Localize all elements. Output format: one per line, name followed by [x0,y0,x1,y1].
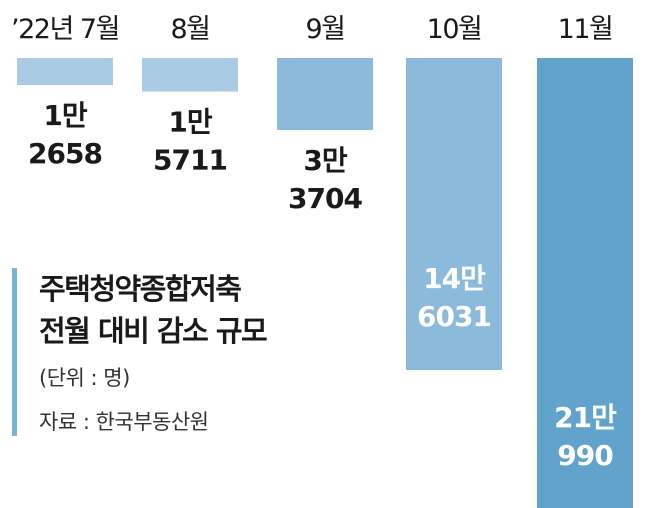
category-label: ’22년 7월 [11,14,119,45]
source-label: 자료 : 한국부동산원 [39,410,209,434]
chart-title-line-2: 전월 대비 감소 규모 [39,314,268,348]
value-label: 6031 [417,300,491,333]
value-label: 21만 [554,401,617,434]
category-label: 10월 [427,14,482,45]
value-label: 14만 [423,262,486,295]
value-label: 3만 [303,144,347,177]
bar [142,58,238,92]
bar [17,58,113,86]
bar [406,58,502,371]
value-label: 990 [557,439,613,472]
category-label: 11월 [558,14,613,45]
chart-legend-box: 주택청약종합저축 전월 대비 감소 규모 (단위 : 명) 자료 : 한국부동산… [12,268,268,436]
chart-title-line-1: 주택청약종합저축 [39,272,242,306]
bar [537,58,633,508]
value-label: 3704 [288,182,362,215]
value-label: 1만 [168,106,212,139]
unit-label: (단위 : 명) [39,366,130,390]
value-label: 2658 [28,137,102,170]
value-label: 1만 [43,99,87,132]
category-label: 8월 [170,14,209,45]
value-label: 5711 [153,144,227,177]
category-label: 9월 [305,14,344,45]
bar [277,58,373,131]
